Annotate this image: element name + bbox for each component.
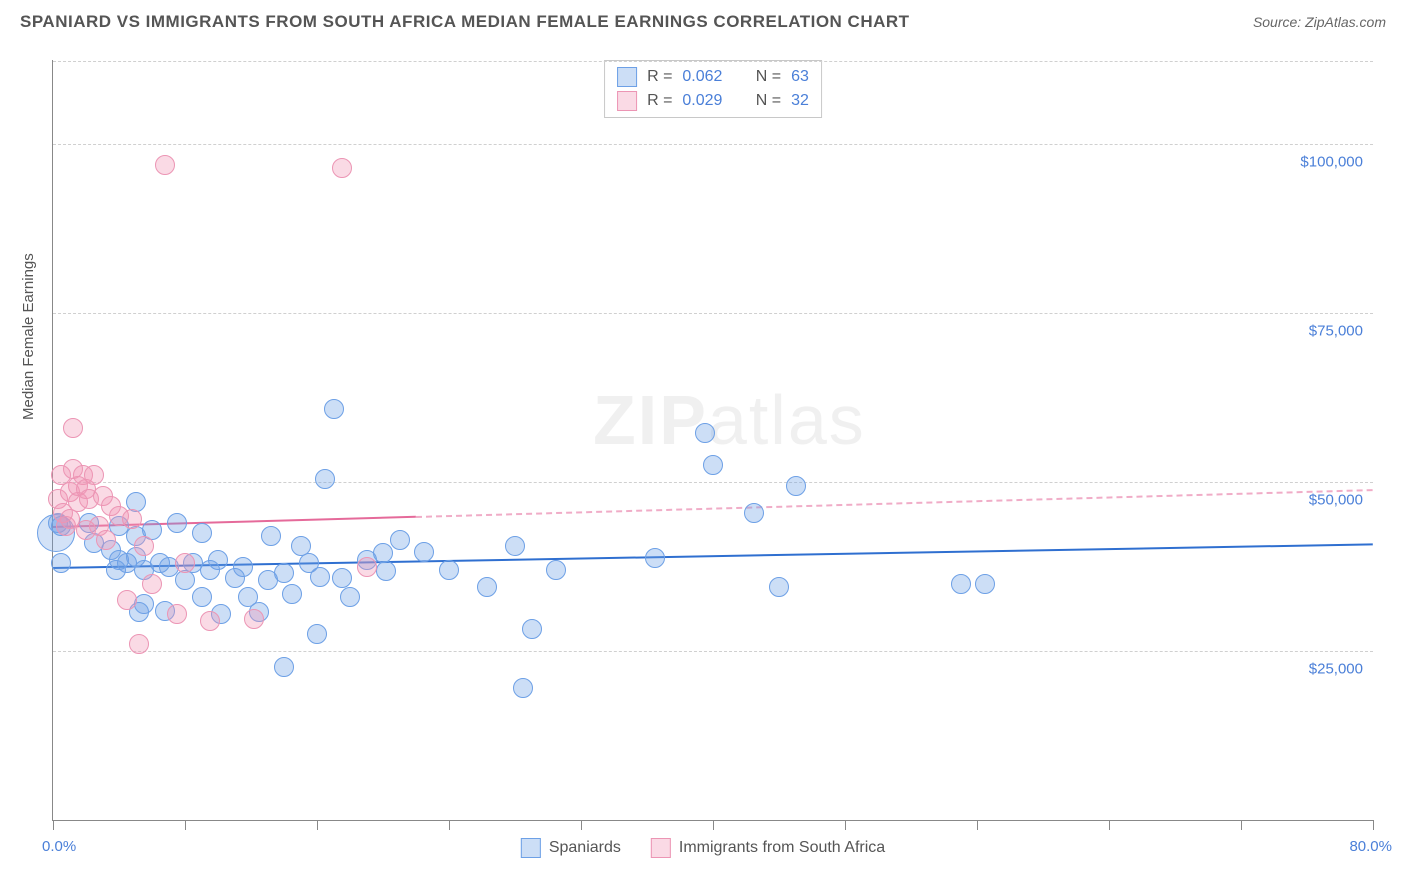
series-legend-item: Immigrants from South Africa bbox=[651, 838, 885, 858]
series-legend: Spaniards Immigrants from South Africa bbox=[521, 838, 885, 858]
x-tick bbox=[185, 820, 186, 830]
data-point bbox=[51, 553, 71, 573]
x-axis-min-label: 0.0% bbox=[42, 838, 76, 855]
data-point bbox=[357, 557, 377, 577]
data-point bbox=[200, 611, 220, 631]
data-point bbox=[390, 530, 410, 550]
gridline bbox=[53, 651, 1373, 652]
data-point bbox=[786, 476, 806, 496]
x-tick bbox=[845, 820, 846, 830]
data-point bbox=[167, 604, 187, 624]
data-point bbox=[122, 509, 142, 529]
data-point bbox=[951, 574, 971, 594]
data-point bbox=[175, 553, 195, 573]
data-point bbox=[192, 587, 212, 607]
data-point bbox=[155, 155, 175, 175]
data-point bbox=[522, 619, 542, 639]
data-point bbox=[129, 634, 149, 654]
data-point bbox=[96, 530, 116, 550]
data-point bbox=[324, 399, 344, 419]
gridline bbox=[53, 482, 1373, 483]
data-point bbox=[373, 543, 393, 563]
source-label: Source: ZipAtlas.com bbox=[1253, 14, 1386, 30]
data-point bbox=[307, 624, 327, 644]
x-tick bbox=[1373, 820, 1374, 830]
data-point bbox=[513, 678, 533, 698]
series-legend-item: Spaniards bbox=[521, 838, 621, 858]
gridline bbox=[53, 313, 1373, 314]
data-point bbox=[233, 557, 253, 577]
data-point bbox=[414, 542, 434, 562]
y-tick-label: $50,000 bbox=[1309, 492, 1363, 509]
data-point bbox=[142, 574, 162, 594]
data-point bbox=[546, 560, 566, 580]
data-point bbox=[315, 469, 335, 489]
legend-swatch bbox=[651, 838, 671, 858]
data-point bbox=[274, 563, 294, 583]
y-tick-label: $75,000 bbox=[1309, 323, 1363, 340]
data-point bbox=[117, 590, 137, 610]
x-tick bbox=[581, 820, 582, 830]
data-point bbox=[332, 568, 352, 588]
data-point bbox=[695, 423, 715, 443]
data-point bbox=[769, 577, 789, 597]
legend-swatch bbox=[617, 67, 637, 87]
data-point bbox=[274, 657, 294, 677]
data-point bbox=[261, 526, 281, 546]
watermark: ZIPatlas bbox=[593, 380, 866, 460]
scatter-chart: ZIPatlas R = 0.062 N = 63R = 0.029 N = 3… bbox=[52, 60, 1373, 821]
x-tick bbox=[449, 820, 450, 830]
trend-line bbox=[416, 489, 1373, 518]
series-legend-label: Spaniards bbox=[549, 839, 621, 857]
data-point bbox=[332, 158, 352, 178]
data-point bbox=[340, 587, 360, 607]
data-point bbox=[134, 536, 154, 556]
chart-title: SPANIARD VS IMMIGRANTS FROM SOUTH AFRICA… bbox=[20, 12, 910, 32]
data-point bbox=[376, 561, 396, 581]
series-legend-label: Immigrants from South Africa bbox=[679, 839, 885, 857]
data-point bbox=[439, 560, 459, 580]
data-point bbox=[63, 418, 83, 438]
data-point bbox=[282, 584, 302, 604]
data-point bbox=[310, 567, 330, 587]
x-tick bbox=[1109, 820, 1110, 830]
x-tick bbox=[53, 820, 54, 830]
data-point bbox=[192, 523, 212, 543]
x-tick bbox=[977, 820, 978, 830]
legend-row: R = 0.062 N = 63 bbox=[617, 65, 809, 89]
x-tick bbox=[317, 820, 318, 830]
x-axis-max-label: 80.0% bbox=[1349, 838, 1392, 855]
data-point bbox=[703, 455, 723, 475]
y-tick-label: $100,000 bbox=[1300, 154, 1363, 171]
data-point bbox=[744, 503, 764, 523]
data-point bbox=[84, 465, 104, 485]
data-point bbox=[167, 513, 187, 533]
x-tick bbox=[713, 820, 714, 830]
legend-swatch bbox=[521, 838, 541, 858]
data-point bbox=[505, 536, 525, 556]
gridline bbox=[53, 61, 1373, 62]
y-axis-label: Median Female Earnings bbox=[20, 253, 37, 420]
correlation-legend: R = 0.062 N = 63R = 0.029 N = 32 bbox=[604, 60, 822, 118]
data-point bbox=[208, 550, 228, 570]
x-tick bbox=[1241, 820, 1242, 830]
data-point bbox=[645, 548, 665, 568]
y-tick-label: $25,000 bbox=[1309, 661, 1363, 678]
data-point bbox=[244, 609, 264, 629]
data-point bbox=[975, 574, 995, 594]
legend-swatch bbox=[617, 91, 637, 111]
data-point bbox=[477, 577, 497, 597]
gridline bbox=[53, 144, 1373, 145]
legend-row: R = 0.029 N = 32 bbox=[617, 89, 809, 113]
